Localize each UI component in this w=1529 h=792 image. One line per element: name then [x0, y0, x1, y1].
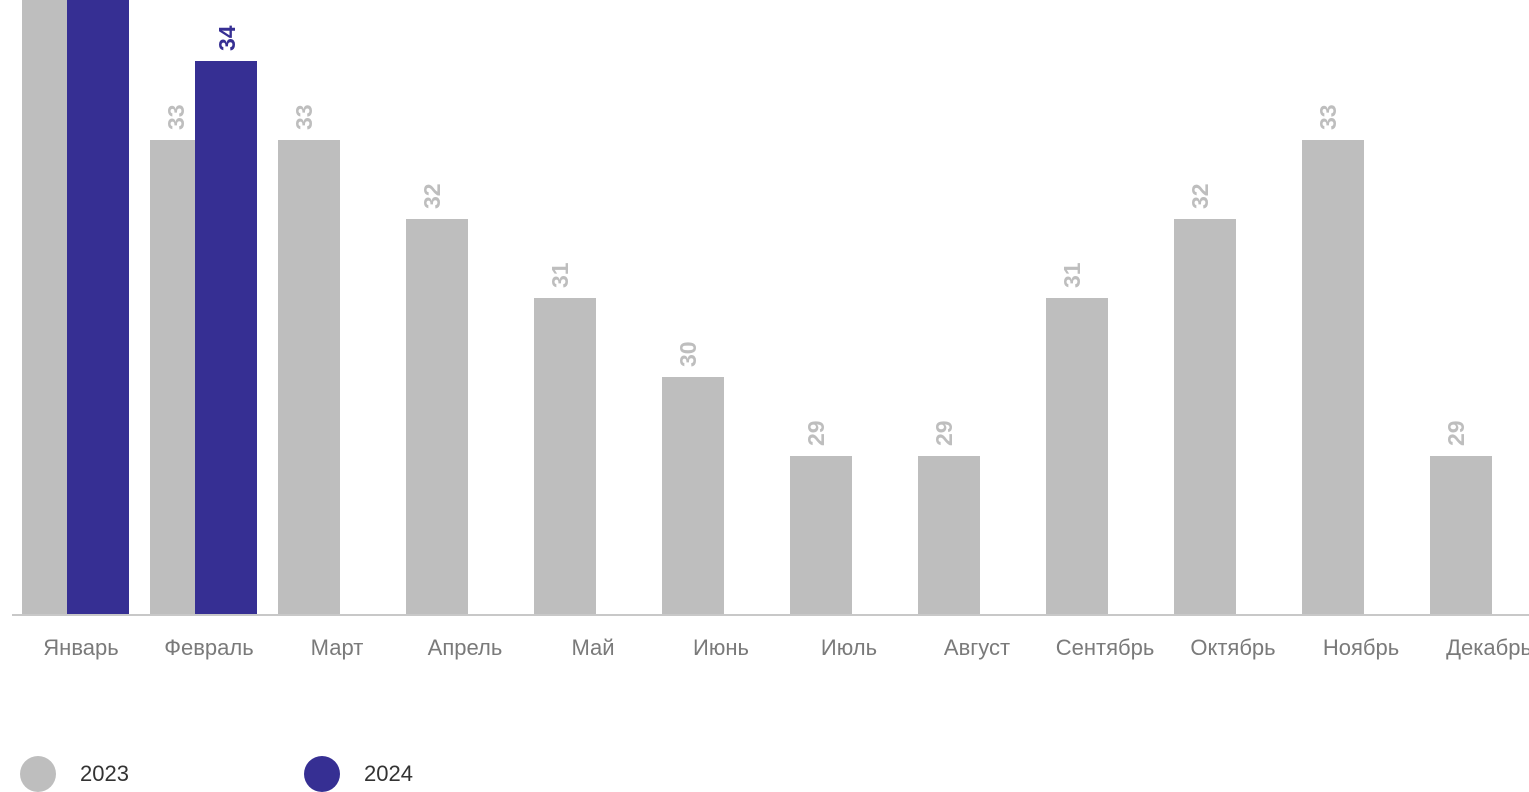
bar-2023-7 [790, 456, 852, 614]
x-tick-label-4: Апрель [428, 635, 503, 660]
x-tick-label-2: Февраль [164, 635, 253, 660]
bar-2023-6 [662, 377, 724, 614]
legend-swatch-2024 [304, 756, 340, 792]
legend-label-2024: 2024 [364, 761, 413, 786]
bar-2023-9 [1046, 298, 1108, 614]
value-label-2023-11: 33 [1315, 104, 1341, 130]
x-tick-label-10: Октябрь [1190, 635, 1275, 660]
x-tick-label-11: Ноябрь [1323, 635, 1399, 660]
value-label-2023-7: 29 [803, 420, 829, 446]
bar-chart: 3535Январь3334Февраль33Март32Апрель31Май… [12, 0, 1529, 660]
x-tick-label-12: Декабрь [1446, 635, 1529, 660]
value-label-2023-6: 30 [675, 341, 701, 367]
bar-2023-3 [278, 140, 340, 614]
legend-swatch-2023 [20, 756, 56, 792]
legend-item-2023: 2023 [20, 756, 129, 792]
value-label-2023-3: 33 [291, 104, 317, 130]
bar-2024-2 [195, 61, 257, 614]
value-label-2023-12: 29 [1443, 420, 1469, 446]
bar-2023-12 [1430, 456, 1492, 614]
value-label-2023-4: 32 [419, 183, 445, 209]
bar-2023-5 [534, 298, 596, 614]
x-tick-label-9: Сентябрь [1056, 635, 1155, 660]
value-label-2023-8: 29 [931, 420, 957, 446]
x-tick-label-3: Март [311, 635, 364, 660]
legend-item-2024: 2024 [304, 756, 413, 792]
value-label-2023-9: 31 [1059, 262, 1085, 288]
bar-2023-8 [918, 456, 980, 614]
x-tick-label-1: Январь [43, 635, 118, 660]
x-tick-label-8: Август [944, 635, 1010, 660]
legend-label-2023: 2023 [80, 761, 129, 786]
value-label-2023-5: 31 [547, 262, 573, 288]
value-label-2023-10: 32 [1187, 183, 1213, 209]
x-tick-label-5: Май [571, 635, 614, 660]
x-tick-label-6: Июнь [693, 635, 749, 660]
bar-2023-4 [406, 219, 468, 614]
bar-2024-1 [67, 0, 129, 614]
value-label-2023-2: 33 [163, 104, 189, 130]
bar-2023-11 [1302, 140, 1364, 614]
value-label-2024-2: 34 [214, 25, 240, 51]
x-tick-label-7: Июль [821, 635, 877, 660]
bar-2023-10 [1174, 219, 1236, 614]
